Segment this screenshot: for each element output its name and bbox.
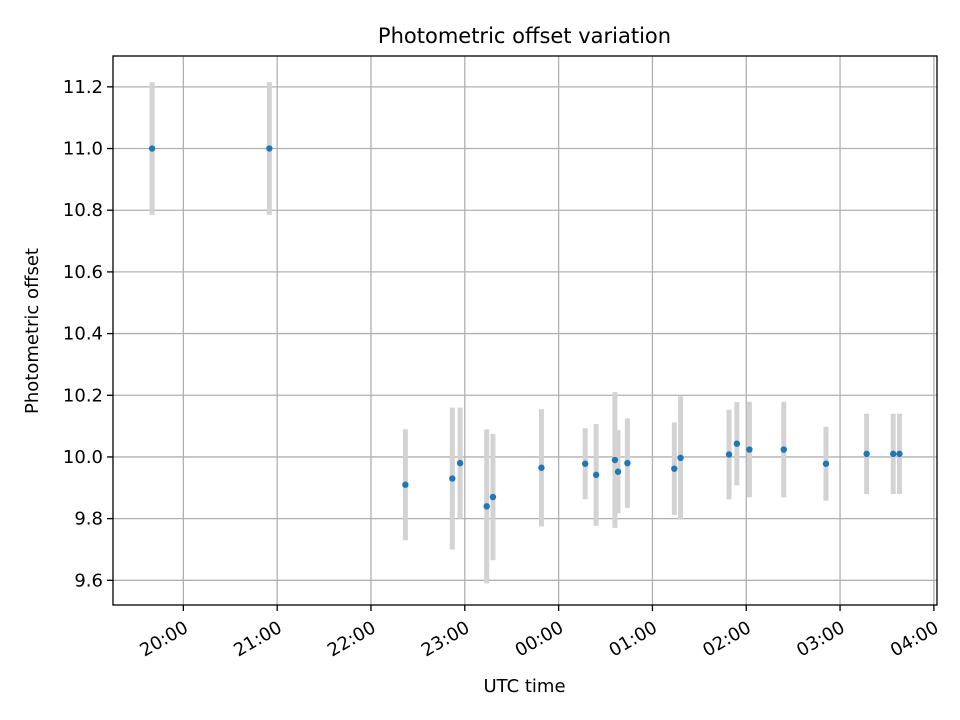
data-point [614, 468, 622, 475]
data-point [538, 464, 545, 471]
y-axis: 9.6 9.8 10.0 10.2 10.4 10.6 10.8 11.0 11.2 [63, 77, 113, 591]
data-point [746, 446, 753, 453]
data-point [483, 503, 490, 510]
data-point [733, 440, 741, 447]
y-tick-label: 10.8 [63, 200, 103, 221]
data-point [148, 145, 156, 152]
data-point [863, 450, 870, 458]
y-tick-label: 11.0 [63, 139, 103, 160]
data-point [266, 145, 273, 152]
data-point [402, 481, 409, 488]
data-point [624, 459, 631, 467]
data-point [677, 454, 684, 462]
data-point [581, 460, 589, 467]
y-tick-label: 10.0 [63, 447, 103, 468]
y-axis-title: Photometric offset [22, 248, 43, 414]
data-point [449, 475, 456, 482]
data-point [611, 456, 619, 464]
data-point [592, 471, 600, 479]
data-points [148, 145, 903, 510]
y-tick-label: 10.6 [63, 262, 103, 283]
chart-title: Photometric offset variation [378, 24, 671, 48]
data-point [671, 465, 678, 472]
data-point [456, 459, 464, 467]
data-point [725, 451, 733, 458]
data-point [780, 446, 787, 453]
y-tick-label: 11.2 [63, 77, 103, 98]
data-point [890, 450, 897, 458]
y-tick-label: 9.8 [74, 509, 103, 530]
data-point [822, 460, 830, 467]
plot-area-frame [112, 55, 938, 606]
x-axis-title: UTC time [483, 676, 565, 697]
y-tick-label: 10.4 [63, 324, 103, 345]
y-tick-label: 10.2 [63, 385, 103, 406]
grid [113, 56, 937, 605]
data-point [489, 493, 497, 501]
y-tick-label: 9.6 [74, 570, 103, 591]
data-point [896, 450, 903, 458]
